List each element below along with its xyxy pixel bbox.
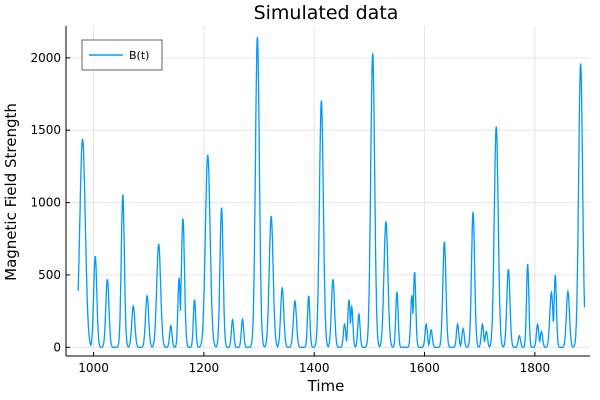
y-axis-label: Magnetic Field Strength: [2, 103, 20, 281]
x-axis-label: Time: [307, 377, 345, 395]
legend: B(t): [81, 39, 163, 71]
x-tick-label: 1000: [78, 361, 109, 375]
y-tick-label: 2000: [30, 51, 61, 65]
y-tick-label: 1500: [30, 123, 61, 137]
y-tick-label: 500: [38, 268, 61, 282]
x-tick-label: 1200: [189, 361, 220, 375]
x-tick-label: 1400: [299, 361, 330, 375]
legend-label: B(t): [129, 49, 149, 62]
series-line-b-t: [77, 36, 586, 349]
x-tick-label: 1600: [409, 361, 440, 375]
y-tick-label: 0: [53, 340, 61, 354]
y-tick-label: 1000: [30, 196, 61, 210]
series-layer: [77, 36, 586, 349]
chart-title: Simulated data: [254, 2, 399, 24]
x-tick-label: 1800: [520, 361, 551, 375]
grid: [66, 26, 590, 356]
axes: 1000 1200 1400 1600 1800 0 500 1000 1500 2000: [30, 26, 590, 375]
